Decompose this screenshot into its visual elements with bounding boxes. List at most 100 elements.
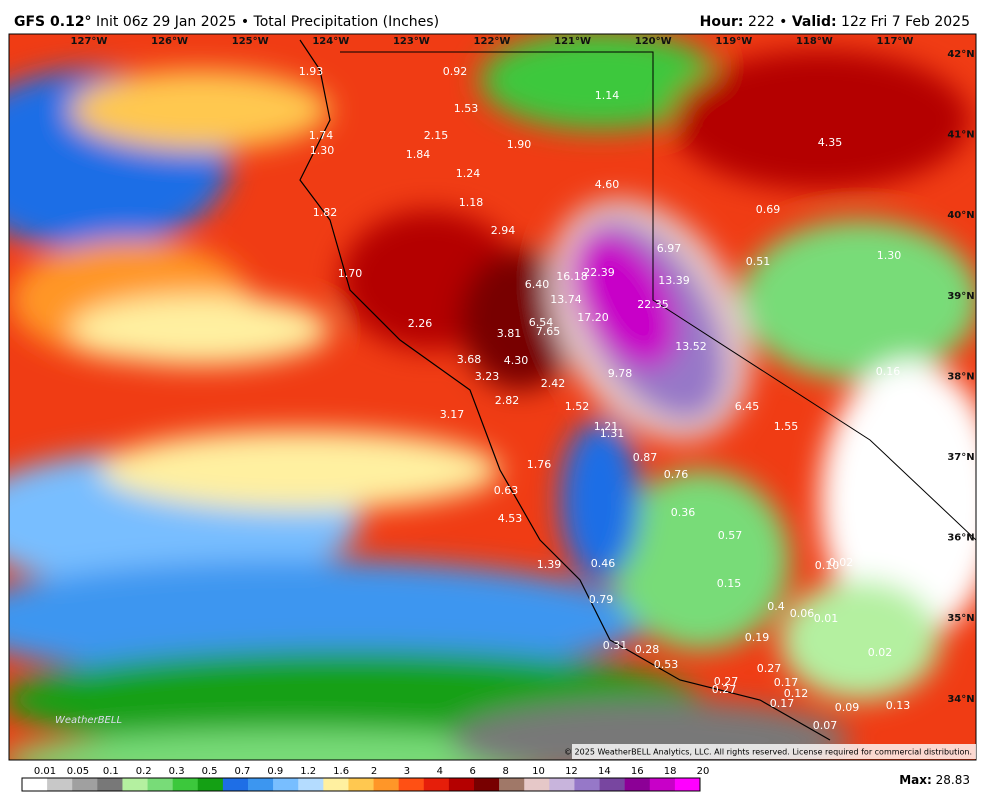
colorbar-tick-label: 16 [631, 766, 644, 777]
point-value: 0.19 [745, 631, 770, 644]
colorbar-segment [97, 778, 123, 791]
colorbar-tick-label: 0.2 [136, 766, 152, 777]
colorbar: 0.01 0.05 0.1 0.2 0.3 0.5 0.7 0.9 1.2 1.6 2 3 4 6 8 10 1… [21, 766, 709, 792]
colorbar-segment [22, 778, 48, 791]
lat-label: 35°N [947, 613, 974, 624]
colorbar-segment [172, 778, 199, 791]
max-value: 28.83 [936, 773, 970, 787]
colorbar-tick-label: 0.01 [34, 766, 56, 777]
lon-label: 123°W [393, 36, 430, 47]
valid: 12z Fri 7 Feb 2025 [841, 14, 970, 30]
colorbar-segment [298, 778, 324, 791]
colorbar-segment [524, 778, 550, 791]
point-value: 6.54 [529, 316, 554, 329]
colorbar-segment [47, 778, 73, 791]
colorbar-segment [373, 778, 399, 791]
point-value: 0.13 [886, 699, 911, 712]
point-value: 0.02 [868, 646, 893, 659]
colorbar-tick-label: 12 [565, 766, 578, 777]
point-value: 13.39 [658, 274, 690, 287]
colorbar-segment [323, 778, 349, 791]
point-value: 0.57 [718, 529, 743, 542]
point-value: 0.51 [746, 255, 771, 268]
map [9, 34, 976, 760]
point-value: 1.53 [454, 102, 479, 115]
valid-info: Hour: 222 • Valid: 12z Fri 7 Feb 2025 [700, 14, 970, 30]
point-value: 0.02 [829, 556, 854, 569]
colorbar-tick-label: 18 [664, 766, 677, 777]
lon-label: 117°W [877, 36, 914, 47]
point-value: 0.17 [774, 676, 799, 689]
lat-label: 38°N [947, 371, 974, 382]
colorbar-segment [147, 778, 173, 791]
point-value: 0.28 [635, 643, 660, 656]
point-value: 0.09 [835, 701, 860, 714]
colorbar-tick-label: 10 [532, 766, 545, 777]
point-value: 0.87 [633, 451, 658, 464]
lon-label: 127°W [71, 36, 108, 47]
lon-label: 122°W [474, 36, 511, 47]
colorbar-segment [599, 778, 625, 791]
point-value: 0.07 [813, 719, 838, 732]
point-value: 2.82 [495, 394, 520, 407]
point-value: 0.12 [784, 687, 809, 700]
max-label: Max: [899, 773, 932, 787]
point-value: 0.4 [767, 600, 785, 613]
point-value: 0.79 [589, 593, 614, 606]
colorbar-tick-label: 0.7 [234, 766, 250, 777]
lat-label: 34°N [947, 694, 974, 705]
point-value: 6.45 [735, 400, 760, 413]
colorbar-segment [273, 778, 299, 791]
lat-label: 36°N [947, 533, 974, 544]
point-value: 0.76 [664, 468, 689, 481]
colorbar-segment [474, 778, 500, 791]
colorbar-tick-label: 0.1 [103, 766, 119, 777]
lon-label: 121°W [554, 36, 591, 47]
copyright: © 2025 WeatherBELL Analytics, LLC. All r… [564, 748, 972, 757]
point-value: 1.18 [459, 196, 484, 209]
point-value: 22.35 [637, 298, 669, 311]
model: GFS 0.12° [14, 14, 92, 30]
point-value: 0.27 [712, 683, 737, 696]
point-value: 0.10 [815, 559, 840, 572]
lon-label: 126°W [151, 36, 188, 47]
colorbar-tick-label: 3 [404, 766, 410, 777]
point-value: 0.36 [671, 506, 696, 519]
colorbar-tick-label: 0.3 [169, 766, 185, 777]
colorbar-segment [72, 778, 98, 791]
point-value: 0.01 [814, 612, 839, 625]
colorbar-tick-label: 0.5 [202, 766, 218, 777]
title: GFS 0.12° Init 06z 29 Jan 2025 • Total P… [14, 14, 439, 30]
point-value: 7.65 [536, 325, 561, 338]
point-value: 0.46 [591, 557, 616, 570]
lat-label: 41°N [947, 130, 974, 141]
lat-label: 40°N [947, 210, 974, 221]
colorbar-segment [448, 778, 475, 791]
point-value: 22.39 [583, 266, 615, 279]
point-value: 13.52 [675, 340, 707, 353]
point-value: 13.74 [550, 293, 582, 306]
lon-label: 124°W [312, 36, 349, 47]
point-value: 3.81 [497, 327, 522, 340]
point-value: 9.78 [608, 367, 633, 380]
logo: WeatherBELL [55, 715, 122, 726]
point-value: 1.24 [456, 167, 481, 180]
colorbar-segment [574, 778, 600, 791]
point-value: 1.84 [406, 148, 431, 161]
point-value: 3.68 [457, 353, 482, 366]
colorbar-tick-label: 1.6 [333, 766, 349, 777]
point-value: 1.30 [877, 249, 902, 262]
colorbar-segment [348, 778, 374, 791]
point-value: 1.39 [537, 558, 562, 571]
colorbar-segment [248, 778, 274, 791]
point-value: 0.15 [717, 577, 742, 590]
point-value: 3.23 [475, 370, 500, 383]
point-value: 16.18 [556, 270, 588, 283]
colorbar-segment [549, 778, 575, 791]
point-value: 1.76 [527, 458, 552, 471]
point-value: 6.40 [525, 278, 550, 291]
point-value: 0.31 [603, 639, 628, 652]
colorbar-segment [398, 778, 425, 791]
point-value: 1.55 [774, 420, 799, 433]
point-value: 0.16 [876, 365, 901, 378]
